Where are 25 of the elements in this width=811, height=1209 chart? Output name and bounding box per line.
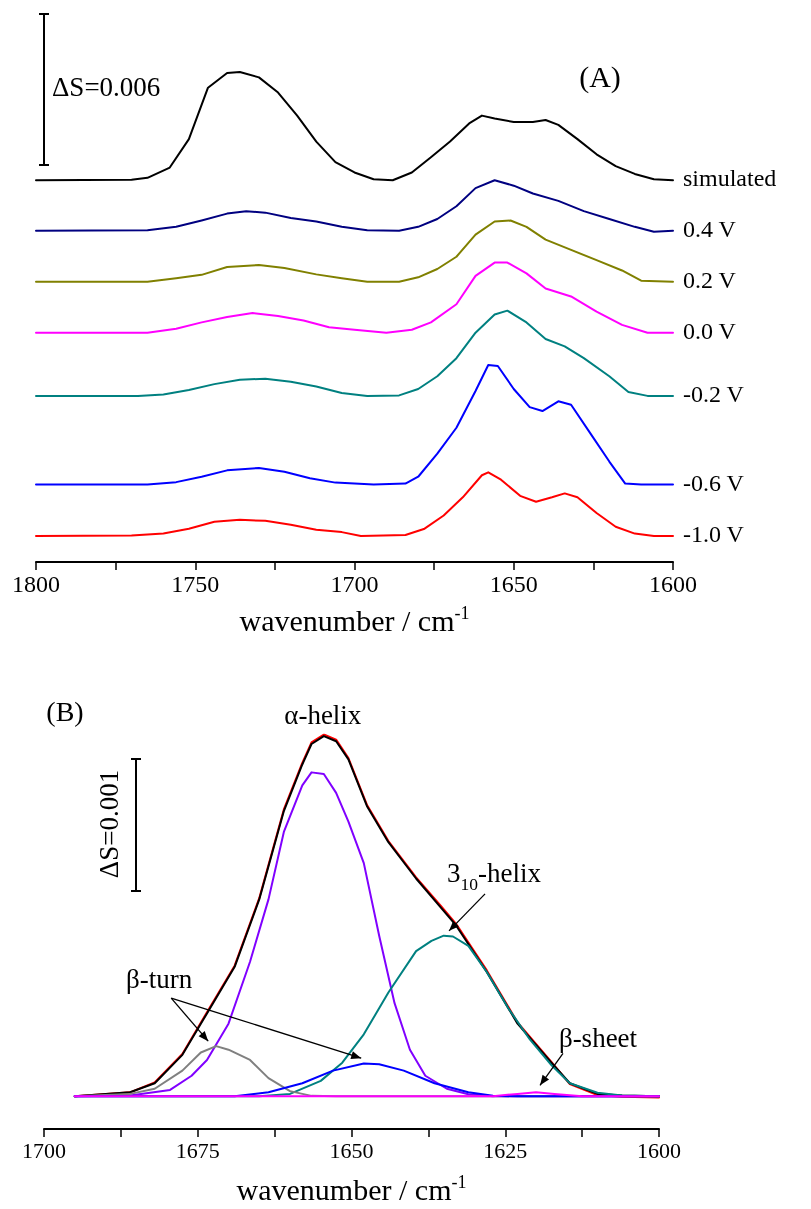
x-tick-label: 1800: [12, 571, 60, 597]
annotation: β-sheet: [558, 1023, 638, 1054]
x-tick-label: 1625: [483, 1137, 528, 1163]
annotation: (A): [579, 59, 621, 94]
x-tick-label: 1650: [329, 1137, 374, 1163]
annotation: ΔS=0.006: [52, 72, 161, 103]
series-label: 0.2 V: [683, 266, 737, 293]
series-label: -0.2 V: [683, 380, 745, 407]
x-tick-label: 1700: [330, 571, 379, 597]
annotation: 3$_{10}$-helix: [447, 858, 542, 894]
annotation: α-helix: [284, 699, 362, 730]
x-tick-label: 1650: [489, 571, 538, 597]
x-tick-label: 1600: [649, 571, 697, 597]
annotation: β-turn: [126, 964, 193, 995]
x-tick-label: 1700: [22, 1137, 66, 1163]
x-tick-label: 1675: [175, 1137, 220, 1163]
series-label: -0.6 V: [683, 469, 745, 496]
x-tick-label: 1750: [171, 571, 220, 597]
series-label: -1.0 V: [683, 520, 745, 547]
annotation: ΔS=0.001: [94, 769, 125, 879]
x-tick-label: 1600: [637, 1137, 681, 1163]
series-label: 0.4 V: [683, 215, 737, 242]
text: (B): [46, 696, 84, 728]
series-label: 0.0 V: [683, 317, 737, 344]
series-label: simulated: [683, 164, 777, 191]
